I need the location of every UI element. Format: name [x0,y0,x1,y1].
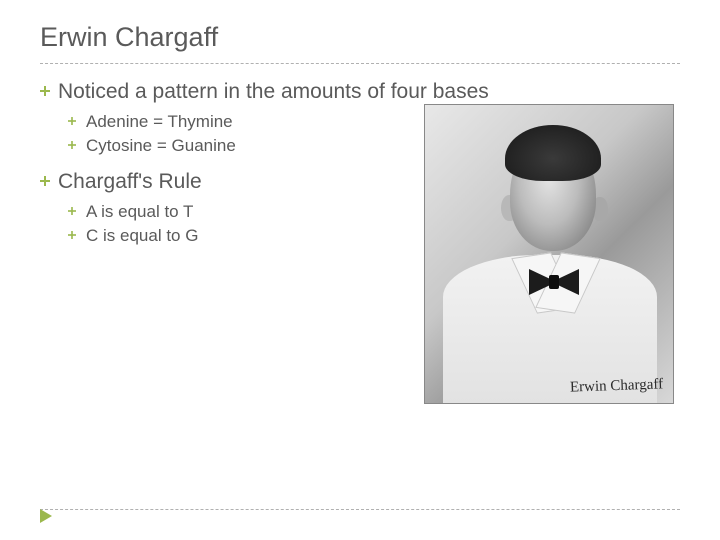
footer-arrow-icon [40,509,56,528]
bullet-icon [68,136,86,149]
photo-content: Erwin Chargaff [425,105,673,403]
signature-text: Erwin Chargaff [570,376,664,396]
list-item-label: Noticed a pattern in the amounts of four… [58,80,680,104]
slide: Erwin Chargaff Noticed a pattern in the … [0,0,720,540]
list-item: Noticed a pattern in the amounts of four… [40,80,680,104]
bullet-icon [68,202,86,215]
page-title: Erwin Chargaff [40,22,680,63]
footer-divider [40,509,680,510]
bullet-icon [68,112,86,125]
title-divider [40,63,680,64]
portrait-photo: Erwin Chargaff [424,104,674,404]
bullet-icon [40,80,58,96]
bullet-icon [40,170,58,186]
bullet-icon [68,226,86,239]
